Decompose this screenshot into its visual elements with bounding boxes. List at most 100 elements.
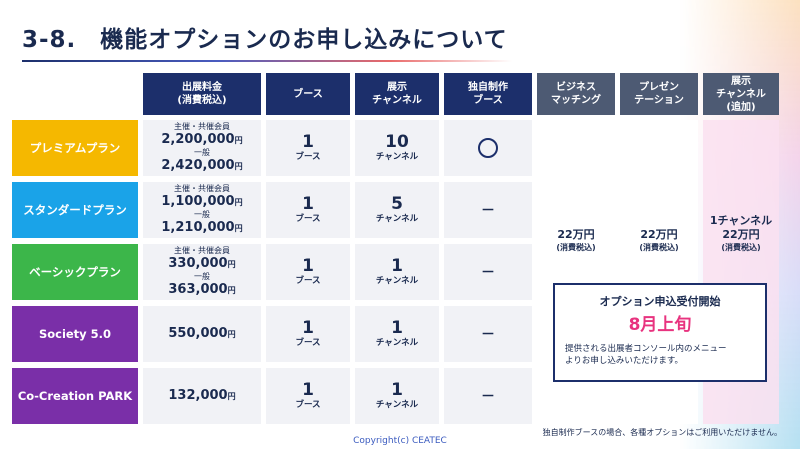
booth-count: 1: [302, 380, 314, 400]
plan-price-value: 132,000: [168, 388, 228, 403]
page-title: 3-8. 機能オプションのお申し込みについて: [22, 27, 508, 53]
fee-cell: 132,000円: [143, 368, 261, 424]
notice-date: 8月上旬: [628, 315, 692, 335]
not-available-mark: －: [481, 265, 495, 281]
member-price-label: 主催・共催会員: [174, 246, 230, 255]
not-available-mark: －: [481, 389, 495, 405]
general-price: 363,000円: [168, 282, 235, 298]
original-booth-cell: －: [444, 182, 532, 238]
plan-name: スタンダードプラン: [23, 203, 127, 217]
copyright: Copyright(c) CEATEC: [353, 436, 447, 446]
general-price-label: 一般: [194, 272, 210, 281]
extra-channel-qty: 1チャンネル: [709, 214, 773, 227]
plan-label: Society 5.0: [12, 306, 138, 362]
booth-unit: ブース: [295, 338, 321, 348]
channel-count: 10: [385, 132, 409, 152]
not-available-mark: －: [481, 203, 495, 219]
header-channel: 展示 チャンネル: [355, 73, 439, 115]
header-channel-label: 展示 チャンネル: [372, 82, 422, 106]
booth-cell: 1 ブース: [266, 244, 350, 300]
channel-count: 1: [391, 318, 403, 338]
booth-unit: ブース: [295, 400, 321, 410]
fee-cell: 主催・共催会員 1,100,000円 一般 1,210,000円: [143, 182, 261, 238]
plan-name: Society 5.0: [38, 327, 112, 341]
channel-unit: チャンネル: [375, 400, 419, 410]
option-notice-box: オプション申込受付開始 8月上旬 提供される出展者コンソール内のメニュー よりお…: [553, 283, 767, 382]
general-price-unit: 円: [227, 286, 236, 295]
member-price-value: 1,100,000: [161, 194, 235, 209]
channel-cell: 1 チャンネル: [355, 368, 439, 424]
plan-name: Co-Creation PARK: [17, 389, 133, 403]
presentation-price: 22万円: [640, 228, 678, 241]
booth-unit: ブース: [295, 214, 321, 224]
header-original-label: 独自制作 ブース: [468, 82, 508, 106]
plan-label: プレミアムプラン: [12, 120, 138, 176]
fee-cell: 主催・共催会員 330,000円 一般 363,000円: [143, 244, 261, 300]
plan-label: Co-Creation PARK: [12, 368, 138, 424]
general-price: 1,210,000円: [161, 220, 242, 236]
member-price: 2,200,000円: [161, 132, 242, 148]
booth-cell: 1 ブース: [266, 120, 350, 176]
business-tax: (消費税込): [556, 243, 596, 252]
booth-cell: 1 ブース: [266, 368, 350, 424]
general-price-value: 2,420,000: [161, 158, 235, 173]
plan-price: 132,000円: [168, 388, 235, 404]
header-booth: ブース: [266, 73, 350, 115]
channel-unit: チャンネル: [375, 152, 419, 162]
extra-channel-tax: (消費税込): [721, 243, 761, 252]
member-price-unit: 円: [227, 260, 236, 269]
general-price-value: 363,000: [168, 282, 228, 297]
plan-price-value: 550,000: [168, 326, 228, 341]
channel-count: 5: [391, 194, 403, 214]
header-presentation: プレゼン テーション: [620, 73, 698, 115]
booth-cell: 1 ブース: [266, 182, 350, 238]
circle-available-icon: [478, 138, 498, 158]
channel-cell: 1 チャンネル: [355, 306, 439, 362]
member-price: 1,100,000円: [161, 194, 242, 210]
plan-price-unit: 円: [227, 330, 236, 339]
channel-count: 1: [391, 256, 403, 276]
member-price-value: 2,200,000: [161, 132, 235, 147]
booth-count: 1: [302, 132, 314, 152]
member-price-unit: 円: [234, 136, 243, 145]
plan-label: ベーシックプラン: [12, 244, 138, 300]
channel-unit: チャンネル: [375, 214, 419, 224]
plan-label: スタンダードプラン: [12, 182, 138, 238]
general-price-label: 一般: [194, 148, 210, 157]
header-presentation-label: プレゼン テーション: [634, 82, 684, 106]
original-booth-cell: －: [444, 368, 532, 424]
booth-unit: ブース: [295, 276, 321, 286]
fee-cell: 主催・共催会員 2,200,000円 一般 2,420,000円: [143, 120, 261, 176]
member-price-label: 主催・共催会員: [174, 184, 230, 193]
fee-cell: 550,000円: [143, 306, 261, 362]
general-price: 2,420,000円: [161, 158, 242, 174]
not-available-mark: －: [481, 327, 495, 343]
booth-cell: 1 ブース: [266, 306, 350, 362]
member-price-unit: 円: [234, 198, 243, 207]
business-price: 22万円: [557, 228, 595, 241]
header-fee: 出展料金 (消費税込): [143, 73, 261, 115]
booth-count: 1: [302, 194, 314, 214]
notice-body: 提供される出展者コンソール内のメニュー よりお申し込みいただけます。: [565, 344, 727, 366]
plan-price-unit: 円: [227, 392, 236, 401]
general-price-value: 1,210,000: [161, 220, 235, 235]
presentation-tax: (消費税込): [639, 243, 679, 252]
channel-unit: チャンネル: [375, 338, 419, 348]
booth-count: 1: [302, 256, 314, 276]
general-price-unit: 円: [234, 224, 243, 233]
header-extra-channel-label: 展示 チャンネル (追加): [716, 75, 766, 113]
plan-price: 550,000円: [168, 326, 235, 342]
header-booth-label: ブース: [293, 88, 323, 100]
original-booth-cell: [444, 120, 532, 176]
header-fee-label: 出展料金 (消費税込): [177, 82, 227, 106]
channel-cell: 10 チャンネル: [355, 120, 439, 176]
footnote: 独自制作ブースの場合、各種オプションはご利用いただけません。: [542, 428, 782, 437]
general-price-label: 一般: [194, 210, 210, 219]
member-price-label: 主催・共催会員: [174, 122, 230, 131]
member-price: 330,000円: [168, 256, 235, 272]
channel-cell: 1 チャンネル: [355, 244, 439, 300]
header-original-booth: 独自制作 ブース: [444, 73, 532, 115]
channel-cell: 5 チャンネル: [355, 182, 439, 238]
general-price-unit: 円: [234, 162, 243, 171]
original-booth-cell: －: [444, 306, 532, 362]
